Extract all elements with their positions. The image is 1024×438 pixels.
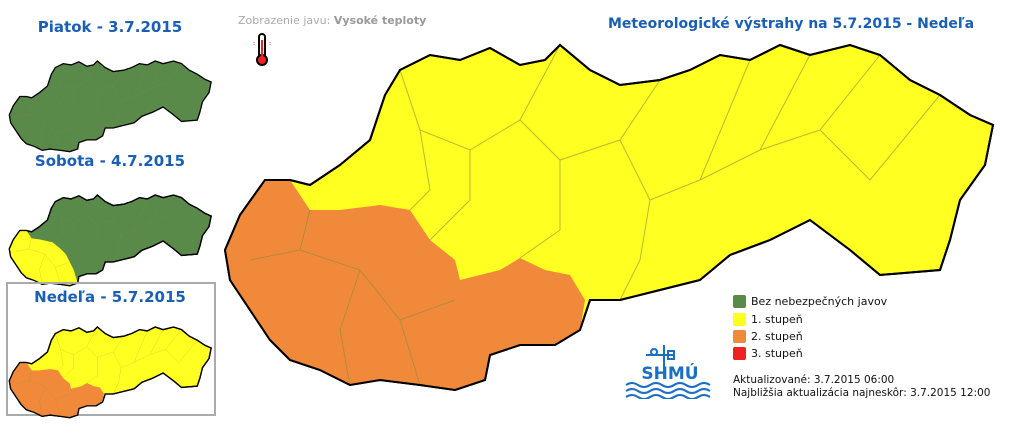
legend-item-none: Bez nebezpečných javov [733, 295, 887, 308]
thumbnail-title-saturday[interactable]: Sobota - 4.7.2015 [34, 152, 186, 170]
legend-item-level1: 1. stupeň [733, 313, 803, 326]
next-update-time: Najbližšia aktualizácia najneskôr: 3.7.2… [733, 387, 991, 399]
legend-item-level2: 2. stupeň [733, 330, 803, 343]
shmu-logo[interactable]: SHMÚ [624, 343, 716, 399]
thumbnail-title-sunday[interactable]: Nedeľa - 5.7.2015 [34, 288, 186, 306]
legend-item-level3: 3. stupeň [733, 347, 803, 360]
thermometer-icon[interactable] [250, 32, 274, 68]
thumbnail-title-friday[interactable]: Piatok - 3.7.2015 [37, 18, 183, 36]
updated-time: Aktualizované: 3.7.2015 06:00 [733, 374, 895, 386]
phenomenon-label: Zobrazenie javu: Vysoké teploty [238, 14, 427, 27]
selected-day-frame [6, 282, 216, 416]
map-title: Meteorologické výstrahy na 5.7.2015 - Ne… [608, 16, 975, 32]
svg-text:SHMÚ: SHMÚ [641, 362, 698, 384]
